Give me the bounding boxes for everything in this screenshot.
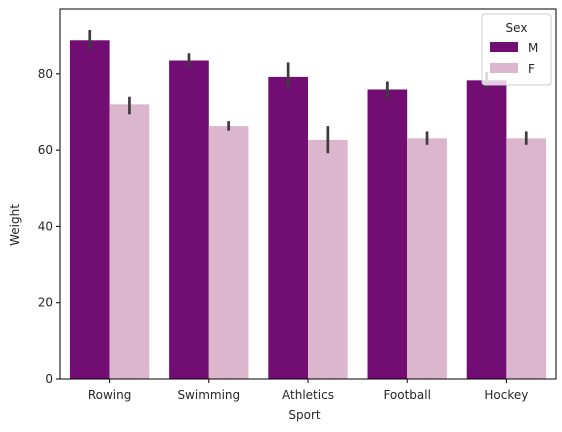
legend-title: Sex — [506, 21, 528, 35]
bars-layer — [69, 40, 547, 380]
legend-entries: MF — [490, 41, 538, 76]
legend-swatch-F — [490, 63, 518, 73]
bar-M-athletics — [268, 76, 308, 379]
y-axis-label: Weight — [8, 204, 22, 246]
bar-F-football — [407, 138, 447, 379]
y-tick-label: 20 — [38, 296, 53, 310]
legend: Sex MF — [481, 13, 552, 86]
y-tick-label: 0 — [45, 372, 53, 386]
bar-M-rowing — [69, 40, 110, 379]
ticks-layer: 0 20 40 60 80 Rowing Swimming Athletics Football… — [38, 67, 529, 402]
bar-F-athletics — [308, 139, 348, 379]
y-tick-label: 40 — [38, 219, 53, 233]
bar-F-swimming — [208, 126, 249, 380]
bar-M-swimming — [169, 60, 209, 380]
x-tick-label: Football — [383, 388, 431, 402]
y-tick-label: 60 — [38, 143, 53, 157]
legend-swatch-M — [490, 42, 518, 52]
legend-label-F: F — [528, 62, 535, 76]
legend-label-M: M — [528, 41, 538, 55]
x-tick-label: Swimming — [177, 388, 240, 402]
x-tick-label: Athletics — [282, 388, 334, 402]
x-tick-label: Rowing — [88, 388, 132, 402]
bar-F-rowing — [109, 104, 150, 379]
bar-M-football — [367, 89, 408, 380]
bar-F-hockey — [506, 138, 547, 379]
bar-M-hockey — [466, 80, 507, 379]
x-tick-label: Hockey — [484, 388, 528, 402]
y-tick-label: 80 — [38, 67, 53, 81]
x-axis-label: Sport — [288, 408, 321, 422]
